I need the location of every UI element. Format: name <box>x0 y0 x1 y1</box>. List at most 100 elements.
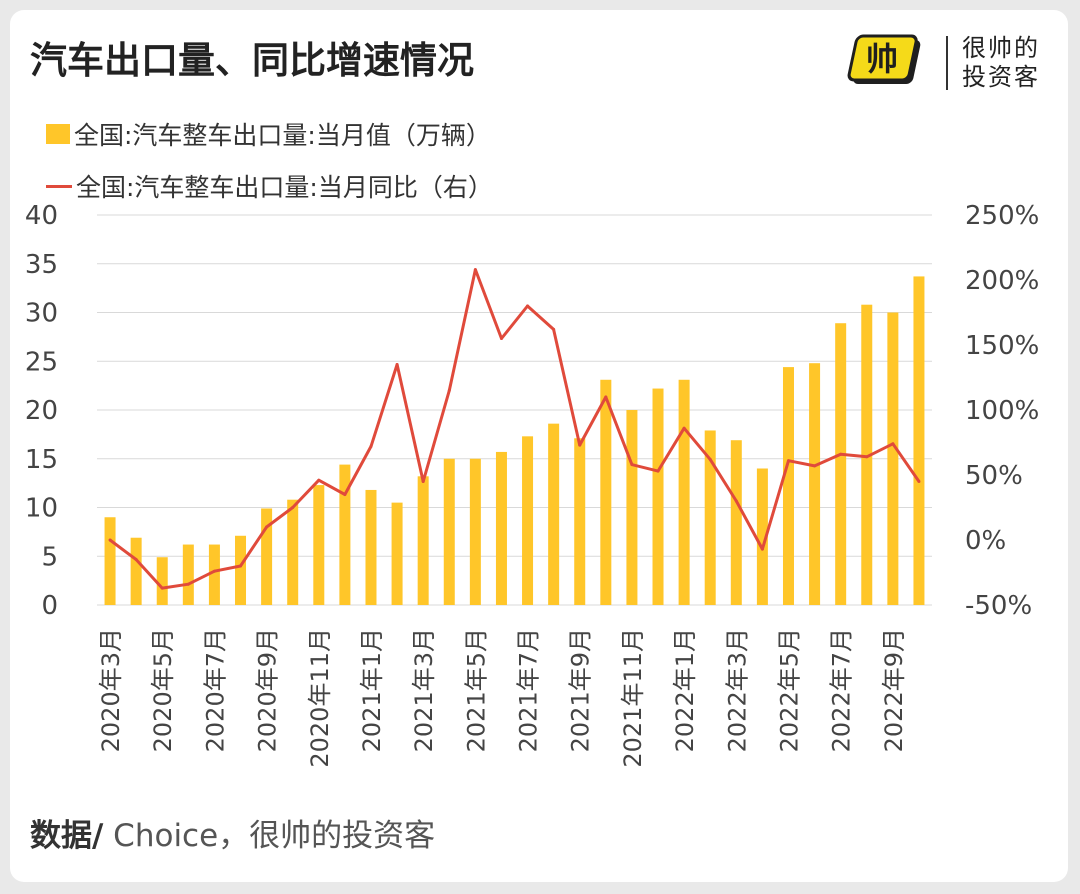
line-point <box>108 538 112 542</box>
bar <box>417 476 429 605</box>
left-axis-tick-label: 40 <box>25 201 58 231</box>
legend-line-label: 全国:汽车整车出口量:当月同比（右） <box>76 173 493 202</box>
line-point <box>760 547 764 551</box>
x-axis-tick-label: 2021年5月 <box>462 628 490 752</box>
line-point <box>473 268 477 272</box>
right-axis-tick-label: 200% <box>965 266 1039 296</box>
bar <box>574 438 586 605</box>
bar <box>913 276 925 605</box>
bar <box>756 468 768 605</box>
x-axis-tick-label: 2022年1月 <box>671 628 699 752</box>
line-point <box>682 426 686 430</box>
line-point <box>421 480 425 483</box>
legend-bar-swatch <box>46 124 70 144</box>
bar <box>156 557 168 605</box>
line-point <box>160 586 164 590</box>
left-axis-tick-label: 30 <box>25 299 58 329</box>
legend-item-bar: 全国:汽车整车出口量:当月值（万辆） <box>46 114 493 154</box>
bar <box>704 430 716 605</box>
x-axis-tick-label: 2020年3月 <box>97 628 125 752</box>
x-axis-tick-label: 2021年9月 <box>567 628 595 752</box>
line-point <box>369 444 373 448</box>
x-axis-tick-label: 2021年11月 <box>619 628 647 768</box>
line-point <box>656 469 660 473</box>
bar <box>261 508 273 605</box>
brand-name-line2: 投资客 <box>962 63 1040 91</box>
bar <box>835 323 847 605</box>
bar <box>391 502 403 605</box>
source-text: Choice，很帅的投资客 <box>103 818 436 854</box>
x-axis-tick-label: 2020年11月 <box>306 628 334 768</box>
bar <box>809 363 821 605</box>
line-point <box>526 304 530 308</box>
left-axis-tick-label: 0 <box>41 591 58 621</box>
line-point <box>265 525 269 529</box>
x-axis-tick-label: 2021年1月 <box>358 628 386 752</box>
bar <box>313 485 325 605</box>
line-point <box>865 455 869 459</box>
bar <box>104 517 116 605</box>
chart-title: 汽车出口量、同比增速情况 <box>30 39 474 82</box>
line-point <box>291 506 295 509</box>
right-axis-tick-label: 250% <box>965 201 1039 231</box>
line-point <box>212 569 216 573</box>
left-axis-tick-label: 15 <box>25 445 58 475</box>
line-point <box>604 395 608 399</box>
left-axis-tick-label: 35 <box>25 250 58 280</box>
line-point <box>186 582 190 586</box>
source-label: 数据/ <box>30 818 104 854</box>
right-axis-tick-label: 100% <box>965 396 1039 426</box>
right-axis-tick-label: 150% <box>965 331 1039 361</box>
x-axis-tick-label: 2021年3月 <box>410 628 438 752</box>
line-point <box>317 478 321 482</box>
x-axis-tick-label: 2020年9月 <box>254 628 282 752</box>
bar <box>782 367 794 605</box>
x-axis-tick-label: 2022年5月 <box>775 628 803 752</box>
legend-line-swatch <box>46 184 72 188</box>
brand-name: 很帅的 投资客 <box>962 34 1054 92</box>
brand-divider <box>946 36 948 90</box>
line-point <box>891 442 895 446</box>
bar <box>626 410 638 605</box>
x-axis-tick-label: 2020年7月 <box>201 628 229 752</box>
line-point <box>786 459 790 463</box>
line-point <box>499 337 503 340</box>
bar <box>652 388 664 605</box>
line-series <box>109 268 921 590</box>
line-point <box>734 499 738 503</box>
bar <box>548 423 560 605</box>
bar <box>208 544 220 605</box>
right-axis-tick-label: 50% <box>965 461 1023 491</box>
bar <box>600 379 612 605</box>
brand-logo-text: 帅 <box>866 40 898 78</box>
brand-logo-icon: 帅 <box>847 34 921 84</box>
bar <box>495 451 507 605</box>
bar <box>469 458 481 605</box>
bar <box>678 379 690 605</box>
line-point <box>343 493 347 496</box>
line-point <box>447 389 451 392</box>
legend-item-line: 全国:汽车整车出口量:当月同比（右） <box>46 166 493 206</box>
x-axis-tick-label: 2022年3月 <box>723 628 751 752</box>
line-point <box>917 480 921 483</box>
line-point <box>630 463 634 467</box>
brand-name-line1: 很帅的 <box>962 34 1040 62</box>
line-point <box>578 443 582 447</box>
bar <box>730 440 742 605</box>
bar <box>235 535 247 605</box>
x-axis-tick-label: 2021年7月 <box>515 628 543 752</box>
bar <box>182 544 194 605</box>
left-axis-tick-label: 20 <box>25 396 58 426</box>
bar <box>287 499 299 605</box>
right-axis-tick-label: 0% <box>965 526 1006 556</box>
left-axis-tick-label: 10 <box>25 494 58 524</box>
line-point <box>813 464 817 468</box>
brand: 帅 很帅的 投资客 <box>838 28 1058 96</box>
line-point <box>552 327 556 331</box>
source-note: 数据/ Choice，很帅的投资客 <box>30 810 435 855</box>
bar <box>861 304 873 605</box>
line-point <box>239 564 243 568</box>
left-axis-tick-label: 5 <box>41 542 58 572</box>
bar <box>522 436 534 605</box>
bar <box>130 537 142 605</box>
